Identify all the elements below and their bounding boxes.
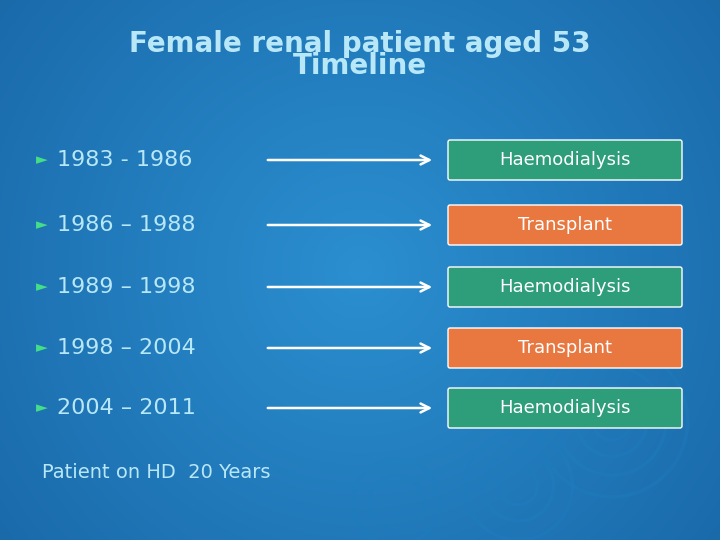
Text: ►: ► — [36, 341, 48, 355]
Text: Haemodialysis: Haemodialysis — [499, 278, 631, 296]
Text: 1998 – 2004: 1998 – 2004 — [57, 338, 196, 358]
FancyBboxPatch shape — [448, 267, 682, 307]
Text: Haemodialysis: Haemodialysis — [499, 399, 631, 417]
Text: ►: ► — [36, 218, 48, 233]
FancyBboxPatch shape — [448, 140, 682, 180]
FancyBboxPatch shape — [448, 388, 682, 428]
Text: Haemodialysis: Haemodialysis — [499, 151, 631, 169]
FancyBboxPatch shape — [448, 205, 682, 245]
FancyBboxPatch shape — [448, 328, 682, 368]
Text: ►: ► — [36, 280, 48, 294]
Text: ►: ► — [36, 401, 48, 415]
Text: Female renal patient aged 53: Female renal patient aged 53 — [129, 30, 591, 58]
Text: Timeline: Timeline — [293, 52, 427, 80]
Text: 2004 – 2011: 2004 – 2011 — [57, 398, 196, 418]
Text: 1986 – 1988: 1986 – 1988 — [57, 215, 196, 235]
Text: 1989 – 1998: 1989 – 1998 — [57, 277, 196, 297]
Text: 1983 - 1986: 1983 - 1986 — [57, 150, 192, 170]
Text: Transplant: Transplant — [518, 339, 612, 357]
Text: Transplant: Transplant — [518, 216, 612, 234]
Text: ►: ► — [36, 152, 48, 167]
Text: Patient on HD  20 Years: Patient on HD 20 Years — [42, 462, 271, 482]
